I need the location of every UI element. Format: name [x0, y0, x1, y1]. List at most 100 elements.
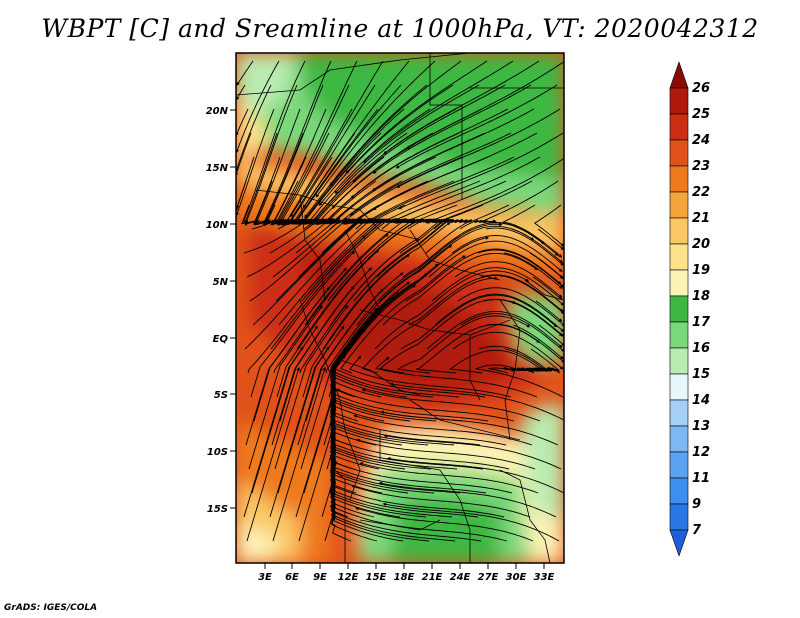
streamline — [395, 84, 558, 169]
streamline — [243, 346, 304, 518]
streamline — [379, 298, 517, 374]
lon-axis: 3E 6E 9E 12E 15E 18E 21E 24E 27E 30E 33E — [258, 563, 555, 583]
streamline — [477, 249, 564, 288]
grads-credit: GrADS: IGES/COLA — [4, 603, 98, 613]
streamline — [408, 275, 564, 326]
streamline — [354, 507, 534, 542]
colorbar-swatch — [669, 399, 689, 427]
colorbar-swatch — [669, 61, 689, 89]
streamline — [329, 505, 508, 542]
streamline — [330, 398, 352, 542]
streamline — [349, 132, 512, 216]
lon-label-18e: 18E — [394, 572, 415, 583]
streamline — [374, 270, 530, 350]
streamline — [383, 434, 562, 470]
streamline — [356, 222, 503, 326]
streamline — [538, 324, 564, 347]
streamline — [242, 60, 306, 227]
streamline — [330, 437, 510, 470]
streamline — [405, 248, 562, 302]
streamline — [333, 461, 513, 494]
colorbar-label: 22 — [692, 185, 710, 200]
colorbar-label: 13 — [692, 419, 710, 434]
streamline — [340, 255, 466, 374]
streamline — [352, 84, 506, 183]
colorbar-swatch — [669, 321, 689, 349]
streamline — [460, 313, 564, 352]
lon-label-9e: 9E — [313, 572, 327, 583]
colorbar-swatch — [669, 295, 689, 323]
colorbar-label: 21 — [692, 211, 710, 226]
streamline — [272, 220, 341, 278]
streamline — [304, 84, 428, 219]
streamline — [262, 60, 332, 225]
lon-label-33e: 33E — [534, 572, 555, 583]
streamline — [325, 244, 453, 374]
streamline — [270, 218, 390, 350]
streamline — [249, 219, 346, 302]
streamline — [382, 252, 538, 326]
streamline — [501, 204, 563, 258]
streamline — [451, 235, 563, 273]
streamline — [302, 254, 410, 398]
chart-title: WBPT [C] and Sreamline at 1000hPa, VT: 2… — [41, 14, 759, 43]
streamline — [457, 287, 564, 327]
lon-label-15e: 15E — [366, 572, 387, 583]
streamline — [382, 502, 560, 542]
streamline — [389, 382, 564, 421]
colorbar-label: 26 — [692, 81, 710, 96]
colorbar-swatch — [669, 451, 689, 479]
streamline — [332, 409, 507, 446]
streamline — [322, 221, 451, 350]
colorbar-label: 17 — [692, 315, 711, 330]
streamline — [535, 300, 563, 322]
lat-label-eq: EQ — [213, 334, 229, 345]
lat-label-20n: 20N — [206, 106, 229, 117]
streamline — [250, 250, 356, 398]
streamline — [299, 238, 419, 374]
colorbar-swatch — [669, 425, 689, 453]
streamline — [345, 60, 488, 174]
colorbar-label: 20 — [692, 237, 710, 252]
lat-label-10s: 10S — [207, 447, 228, 458]
streamline — [296, 84, 402, 225]
map-frame — [235, 52, 565, 564]
colorbar-swatch — [669, 269, 689, 297]
lat-label-10n: 10N — [206, 220, 229, 231]
streamline — [236, 84, 246, 101]
streamline — [361, 388, 541, 422]
colorbar-label: 19 — [692, 263, 710, 278]
streamline — [272, 366, 326, 542]
streamline — [236, 108, 249, 137]
streamline — [367, 156, 515, 223]
streamline — [277, 84, 350, 226]
streamline — [428, 240, 564, 280]
streamline — [416, 324, 541, 374]
streamline — [252, 218, 363, 326]
streamline — [533, 204, 564, 247]
streamline — [276, 60, 358, 225]
lon-label-27e: 27E — [478, 572, 499, 583]
streamline — [361, 276, 498, 374]
streamline — [290, 60, 384, 218]
lon-label-24e: 24E — [450, 572, 471, 583]
streamline — [245, 286, 330, 446]
streamline — [396, 108, 561, 188]
colorbar: 26 25 24 23 22 21 20 19 18 17 16 15 14 13 12 11 9 7 — [669, 61, 711, 557]
colorbar-label: 12 — [692, 445, 710, 460]
streamline — [274, 305, 349, 470]
streamline — [307, 108, 431, 225]
streamline — [236, 108, 275, 217]
streamline — [269, 346, 330, 518]
streamline — [333, 328, 460, 398]
lon-label-12e: 12E — [338, 572, 359, 583]
streamline — [335, 388, 515, 422]
streamline — [532, 276, 563, 301]
streamline — [327, 218, 412, 302]
lon-label-3e: 3E — [258, 572, 272, 583]
colorbar-label: 7 — [692, 523, 702, 538]
streamline — [485, 227, 564, 266]
streamline — [452, 331, 564, 370]
streamline — [297, 288, 384, 446]
streamline — [248, 305, 323, 470]
